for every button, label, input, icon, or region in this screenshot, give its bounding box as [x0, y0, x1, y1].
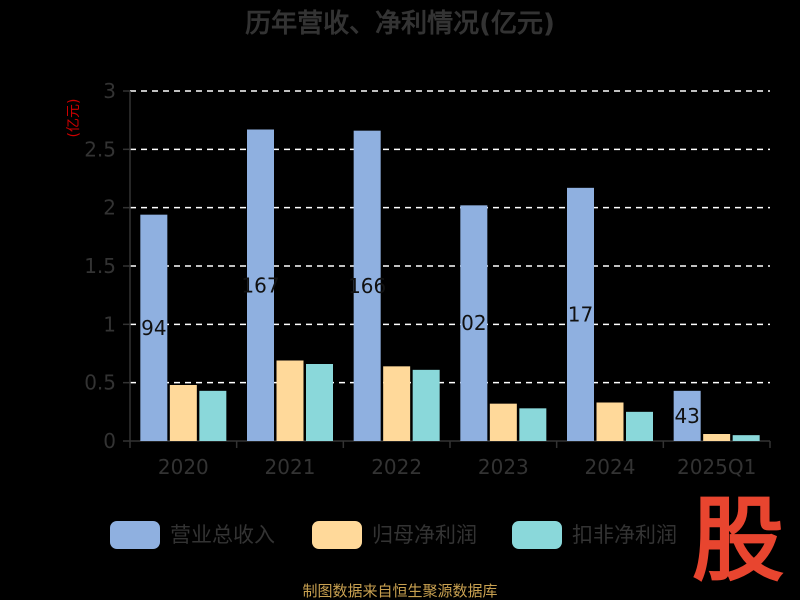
bar-3-2021 — [306, 364, 333, 441]
bar-2-2025Q1 — [703, 434, 731, 441]
bar-3-2025Q1 — [732, 435, 760, 441]
chart-title: 历年营收、净利情况(亿元) — [245, 8, 555, 39]
bar-1-2025Q1 — [673, 390, 701, 441]
data-label: 17 — [568, 302, 593, 326]
bar-2-2024 — [596, 402, 624, 441]
bar-3-2022 — [412, 369, 440, 441]
y-tick-label: 1 — [103, 312, 116, 336]
data-label: 43 — [674, 404, 699, 428]
bar-1-2023 — [460, 205, 488, 441]
bar-1-2020 — [140, 214, 168, 441]
bar-2-2020 — [169, 385, 197, 441]
legend-swatch — [312, 521, 362, 549]
bar-2-2021 — [276, 360, 304, 441]
legend: 营业总收入 归母净利润 扣非净利润 — [110, 521, 677, 549]
y-tick-label: 2 — [103, 196, 116, 220]
legend-label: 扣非净利润 — [572, 523, 677, 547]
bar-1-2021 — [247, 129, 274, 441]
bar-1-2024 — [567, 187, 594, 441]
data-label: 167 — [241, 273, 279, 297]
y-axis-unit-label: (亿元) — [66, 99, 82, 138]
footer-source: 制图数据来自恒生聚源数据库 — [302, 582, 497, 600]
data-label: 94 — [141, 316, 166, 340]
y-tick-label: 3 — [103, 79, 116, 103]
x-tick-label: 2020 — [158, 455, 209, 479]
y-axis-ticks: 0 0.5 1 1.5 2 2.5 3 — [84, 79, 130, 453]
x-tick-label: 2025Q1 — [677, 455, 756, 479]
x-axis-ticks: 2020 2021 2022 2023 2024 2025Q1 — [129, 441, 771, 479]
bar-3-2024 — [626, 411, 653, 441]
data-label: 02 — [461, 311, 486, 335]
y-tick-label: 2.5 — [84, 137, 116, 161]
bar-3-2020 — [199, 390, 227, 441]
data-label: 166 — [348, 274, 386, 298]
y-tick-label: 0.5 — [84, 371, 116, 395]
bar-2-2022 — [383, 366, 411, 441]
bar-2-2023 — [489, 403, 517, 441]
x-tick-label: 2024 — [585, 455, 636, 479]
watermark-stamp: 股 — [692, 487, 784, 594]
legend-label: 归母净利润 — [372, 523, 477, 547]
legend-label: 营业总收入 — [170, 523, 275, 547]
bar-3-2023 — [519, 408, 547, 441]
y-tick-label: 1.5 — [84, 254, 116, 278]
bars — [140, 129, 760, 441]
x-tick-label: 2021 — [265, 455, 316, 479]
y-tick-label: 0 — [103, 429, 116, 453]
legend-swatch — [110, 521, 160, 549]
data-labels: 94 167 166 02 17 43 — [141, 273, 700, 428]
grid-lines — [130, 90, 770, 384]
legend-swatch — [512, 521, 562, 549]
bar-1-2022 — [353, 130, 381, 441]
x-tick-label: 2022 — [371, 455, 422, 479]
x-tick-label: 2023 — [478, 455, 529, 479]
